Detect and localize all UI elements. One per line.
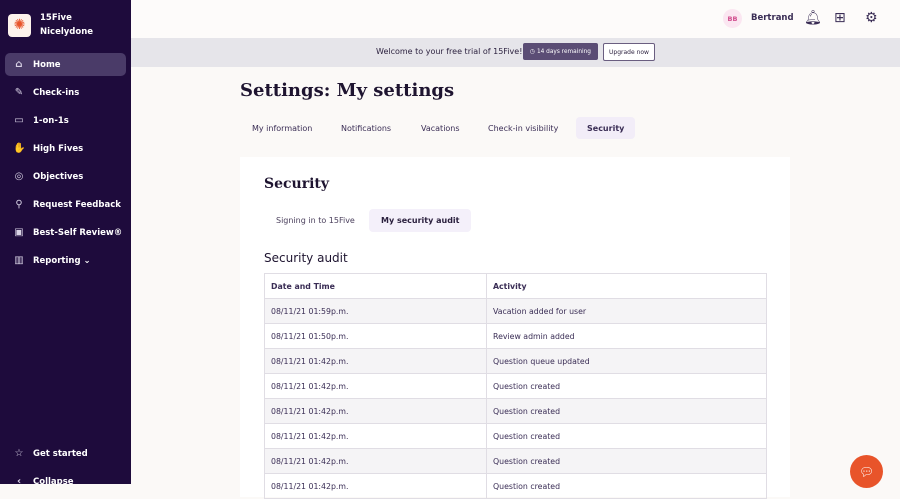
topbar (131, 0, 900, 38)
sidebar-collapse[interactable]: ‹ Collapse (5, 470, 126, 493)
days-remaining-badge: ◷ 14 days remaining (523, 43, 598, 60)
table-row: 08/11/21 01:42p.m. Question created (264, 398, 767, 424)
nav-label: Reporting ⌄ (33, 255, 91, 266)
nav-label: High Fives (33, 143, 84, 154)
checkin-icon: ✎ (14, 87, 24, 98)
column-header-date: Date and Time (264, 273, 487, 299)
sidebar: ✺ 15Five Nicelydone ⌂ Home ✎ Check-ins ▭ 1-o… (0, 0, 131, 487)
subtab-signing-in[interactable]: Signing in to 15Five (276, 216, 355, 225)
user-name[interactable]: Bertrand (751, 13, 794, 23)
clock-icon: ◷ (530, 48, 537, 55)
section-title: Security audit (264, 251, 348, 265)
company-name: Nicelydone (40, 27, 94, 37)
nav-label: Objectives (33, 171, 84, 182)
sidebar-item-best-self-review[interactable]: ▣ Best-Self Review® (5, 221, 126, 244)
activity-cell: Question created (486, 448, 767, 474)
gear-icon[interactable]: ⚙ (865, 10, 878, 26)
nav-label: Request Feedback (33, 199, 121, 210)
chat-support-button[interactable]: 💬︎ (850, 455, 883, 488)
review-icon: ▣ (14, 227, 24, 238)
tab-security[interactable]: Security (576, 117, 636, 139)
org-name: 15Five (40, 13, 72, 23)
avatar[interactable]: BB (723, 9, 742, 28)
activity-cell: Question created (486, 398, 767, 424)
subtab-security-audit[interactable]: My security audit (369, 209, 472, 232)
date-cell: 08/11/21 01:42p.m. (264, 398, 487, 424)
home-icon: ⌂ (15, 59, 23, 70)
tab-vacations[interactable]: Vacations (421, 123, 460, 133)
activity-cell: Vacation added for user (486, 298, 767, 324)
brand[interactable]: ✺ 15Five Nicelydone (8, 11, 93, 39)
nav-label: Get started (33, 448, 88, 459)
collapse-icon: ‹ (16, 476, 22, 487)
star-icon: ☆ (14, 448, 24, 459)
date-cell: 08/11/21 01:42p.m. (264, 423, 487, 449)
nav-label: Check-ins (33, 87, 80, 98)
high-five-icon: ✋ (13, 143, 26, 154)
date-cell: 08/11/21 01:59p.m. (264, 298, 487, 324)
days-text: 14 days remaining (536, 48, 591, 55)
card-title: Security (264, 176, 330, 192)
bell-icon[interactable]: 🔔︎ (804, 10, 822, 26)
sidebar-item-1-on-1s[interactable]: ▭ 1-on-1s (5, 109, 126, 132)
tab-check-in-visibility[interactable]: Check-in visibility (488, 123, 559, 133)
nav-label: Home (33, 59, 61, 70)
sidebar-item-high-fives[interactable]: ✋ High Fives (5, 137, 126, 160)
table-row: 08/11/21 01:50p.m. Review admin added (264, 323, 767, 349)
nav-label: Collapse (33, 476, 74, 487)
table-row: 08/11/21 01:42p.m. Question created (264, 423, 767, 449)
nav-label: 1-on-1s (33, 115, 69, 126)
sidebar-item-request-feedback[interactable]: ⚲ Request Feedback (5, 193, 126, 216)
table-row: 08/11/21 01:42p.m. Question created (264, 473, 767, 499)
nav-label: Best-Self Review® (33, 227, 123, 238)
trial-banner (131, 38, 900, 67)
date-cell: 08/11/21 01:42p.m. (264, 348, 487, 374)
sidebar-item-reporting[interactable]: ▥ Reporting ⌄ (5, 249, 126, 272)
date-cell: 08/11/21 01:42p.m. (264, 373, 487, 399)
table-row: 08/11/21 01:42p.m. Question created (264, 448, 767, 474)
upgrade-button[interactable]: Upgrade now (603, 43, 655, 61)
table-row: 08/11/21 01:42p.m. Question created (264, 373, 767, 399)
feedback-icon: ⚲ (15, 199, 23, 210)
sidebar-item-home[interactable]: ⌂ Home (5, 53, 126, 76)
logo-icon: ✺ (8, 13, 31, 37)
table-row: 08/11/21 01:42p.m. Question queue updated (264, 348, 767, 374)
table-row: 08/11/21 01:59p.m. Vacation added for use… (264, 298, 767, 324)
column-header-activity: Activity (486, 273, 767, 299)
date-cell: 08/11/21 01:42p.m. (264, 448, 487, 474)
tab-my-information[interactable]: My information (252, 123, 313, 133)
target-icon: ◎ (14, 171, 24, 182)
activity-cell: Question queue updated (486, 348, 767, 374)
activity-cell: Review admin added (486, 323, 767, 349)
audit-table: Date and Time Activity 08/11/21 01:59p.m.… (264, 273, 767, 499)
chat-bubble-icon: 💬︎ (858, 464, 875, 479)
chat-icon: ▭ (14, 115, 24, 126)
sidebar-item-get-started[interactable]: ☆ Get started (5, 442, 126, 465)
welcome-text: Welcome to your free trial of 15Five! (376, 47, 523, 56)
activity-cell: Question created (486, 373, 767, 399)
sidebar-item-objectives[interactable]: ◎ Objectives (5, 165, 126, 188)
tab-notifications[interactable]: Notifications (341, 123, 392, 133)
date-cell: 08/11/21 01:50p.m. (264, 323, 487, 349)
date-cell: 08/11/21 01:42p.m. (264, 473, 487, 499)
activity-cell: Question created (486, 423, 767, 449)
chart-icon: ▥ (14, 255, 24, 266)
page-title: Settings: My settings (240, 80, 455, 101)
activity-cell: Question created (486, 473, 767, 499)
sidebar-item-check-ins[interactable]: ✎ Check-ins (5, 81, 126, 104)
apps-grid-icon[interactable]: ⊞ (834, 10, 846, 26)
